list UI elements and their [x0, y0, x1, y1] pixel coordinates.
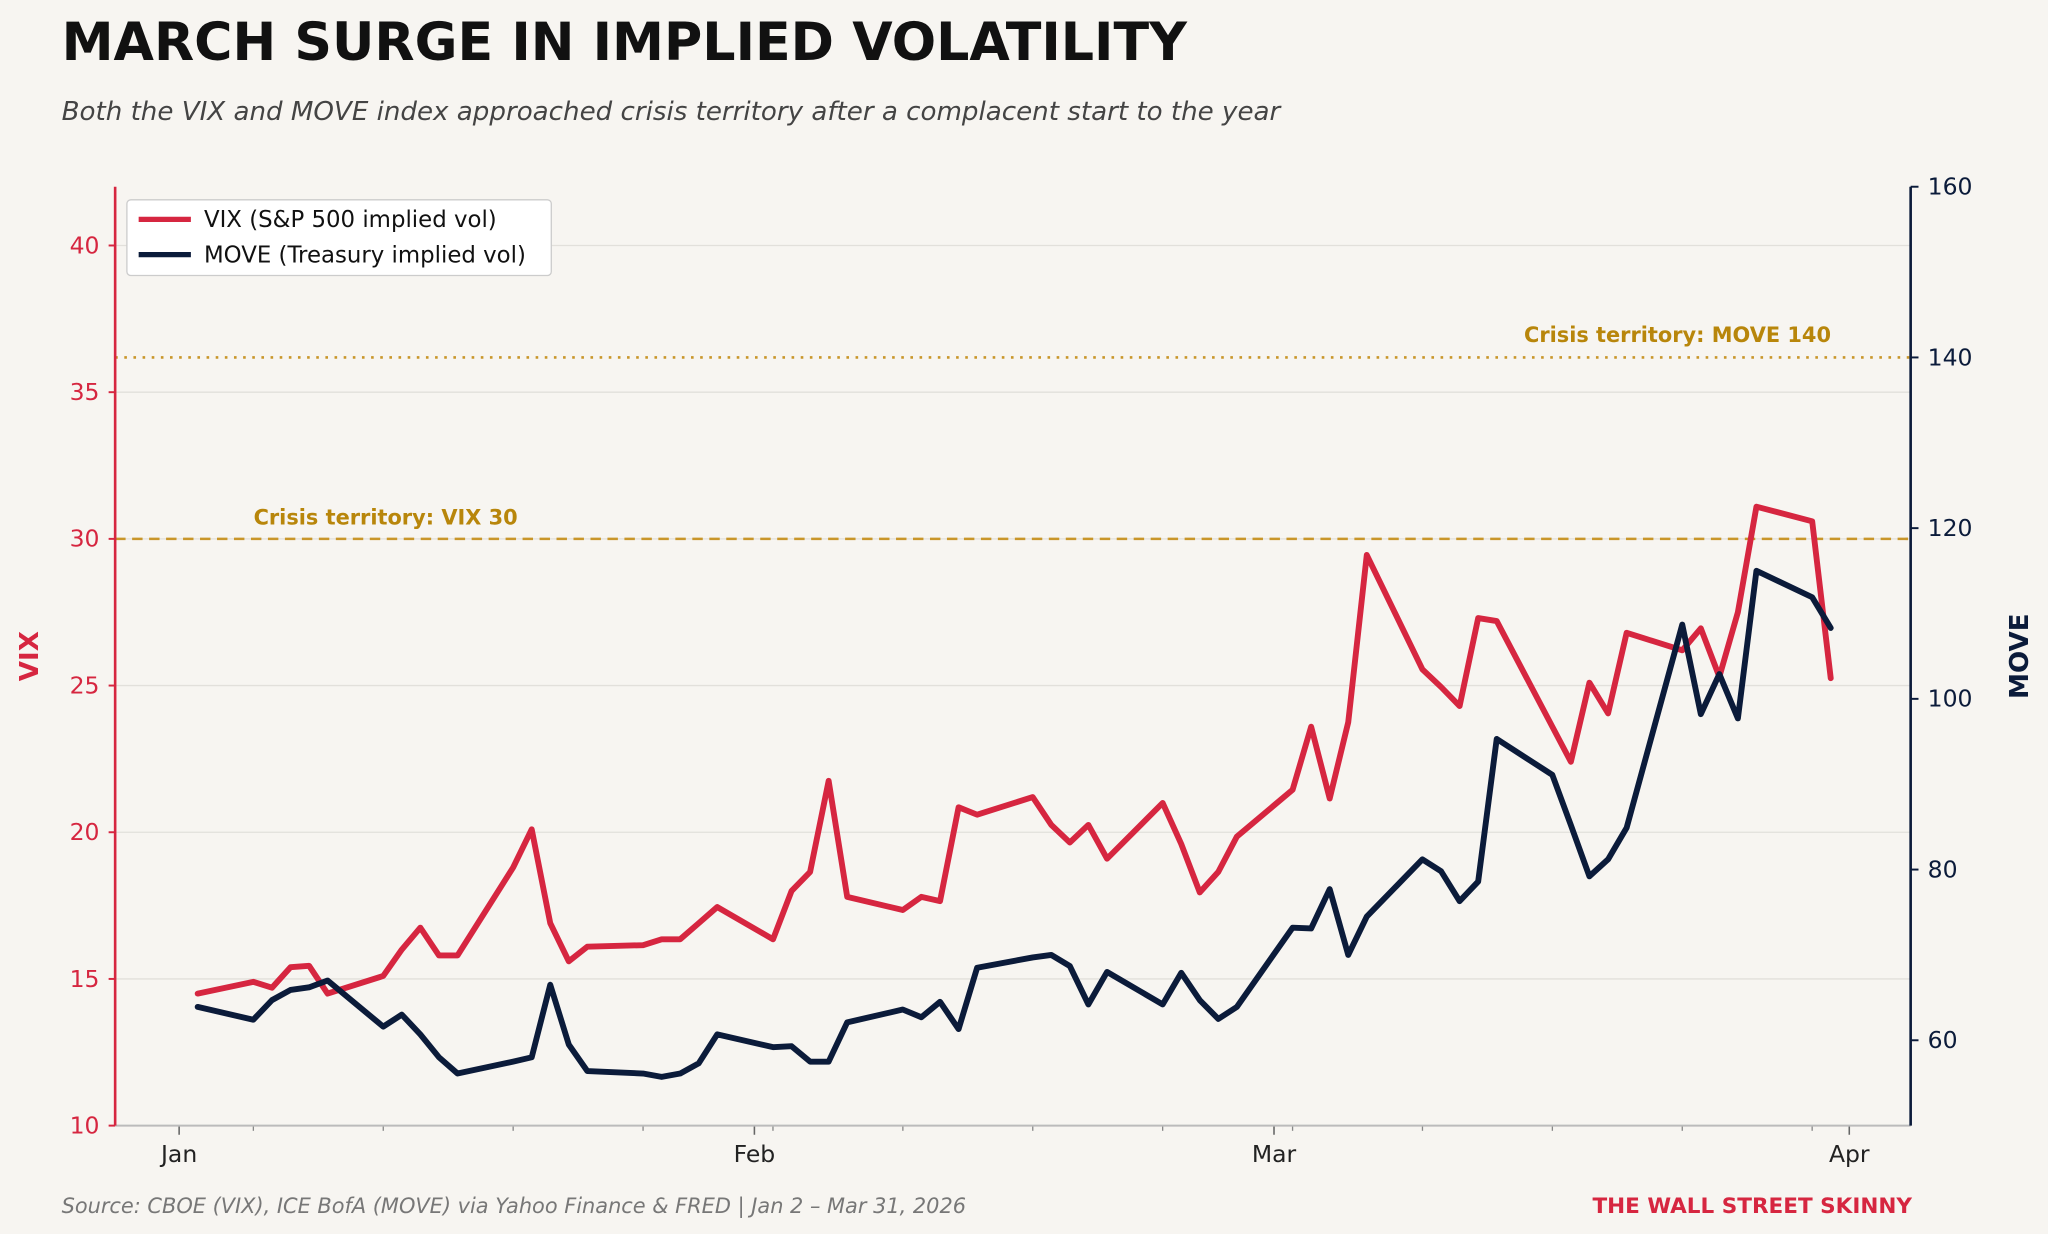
- chart-subtitle: Both the VIX and MOVE index approached c…: [62, 97, 1283, 127]
- left-tick-label: 35: [70, 378, 100, 406]
- legend-label-move: MOVE (Treasury implied vol): [204, 242, 526, 268]
- right-tick-label: 80: [1928, 855, 1958, 883]
- axes: 10 15 20 25 30 35 40 60 80 100 120 140 160 Jan Feb Mar A…: [15, 173, 2035, 1169]
- left-tick-label: 40: [70, 231, 100, 259]
- left-tick-label: 20: [70, 818, 100, 846]
- legend: VIX (S&P 500 implied vol) MOVE (Treasury…: [126, 199, 552, 277]
- series-line-move: [194, 567, 1834, 1080]
- left-tick-label: 25: [70, 671, 100, 699]
- left-tick-label: 15: [70, 965, 100, 993]
- chart-title: MARCH SURGE IN IMPLIED VOLATILITY: [62, 13, 1188, 73]
- series-lines: [194, 503, 1834, 1080]
- source-note: Source: CBOE (VIX), ICE BofA (MOVE) via …: [62, 1194, 966, 1219]
- right-tick-label: 60: [1928, 1026, 1958, 1054]
- right-tick-label: 160: [1928, 173, 1973, 201]
- series-line-vix: [194, 503, 1834, 997]
- threshold-label-right: Crisis territory: MOVE 140: [1524, 323, 1831, 347]
- legend-box: [126, 199, 552, 277]
- threshold-label-left: Crisis territory: VIX 30: [254, 506, 518, 530]
- right-tick-label: 100: [1928, 685, 1973, 713]
- legend-label-vix: VIX (S&P 500 implied vol): [204, 207, 497, 233]
- left-tick-label: 10: [70, 1111, 100, 1139]
- right-tick-label: 120: [1928, 514, 1973, 542]
- left-axis-label: VIX: [15, 631, 45, 681]
- brand-logo: THE WALL STREET SKINNY: [1592, 1194, 1912, 1219]
- right-axis-label: MOVE: [2005, 613, 2035, 699]
- x-tick-label: Apr: [1829, 1140, 1870, 1168]
- right-tick-label: 140: [1928, 343, 1973, 371]
- threshold-lines: Crisis territory: VIX 30 Crisis territory…: [115, 323, 1911, 541]
- gridlines: [115, 244, 1911, 980]
- x-tick-label: Mar: [1252, 1140, 1297, 1168]
- x-tick-label: Jan: [159, 1140, 197, 1168]
- x-tick-label: Feb: [734, 1140, 776, 1168]
- left-tick-label: 30: [70, 525, 100, 553]
